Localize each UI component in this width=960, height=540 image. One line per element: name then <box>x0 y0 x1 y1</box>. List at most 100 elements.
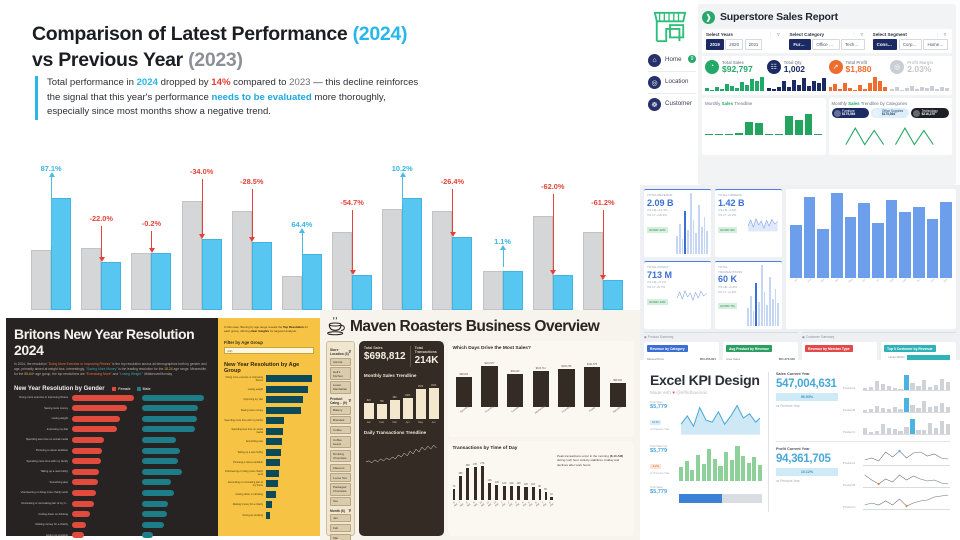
excel-right-column: Sales Current Year 547,004,631 56.53% vs Pr… <box>768 372 951 512</box>
resolution-label: Spending more time with my family <box>26 459 68 463</box>
filter-item-drinking-chocolate[interactable]: Drinking Chocolate <box>330 449 351 462</box>
bar-value-label: 11K <box>531 483 536 487</box>
bar-group: -22.0% <box>78 132 128 310</box>
tod-bar-wrap: 14K <box>488 458 492 500</box>
note-fragment: clear insights <box>250 329 270 334</box>
maven-total-sales-label: Total Sales <box>363 346 383 350</box>
filter-item-lower-manhattan[interactable]: Lower Manhattan <box>330 381 351 394</box>
product-bar <box>904 398 909 412</box>
filter-item-jan[interactable]: Jan <box>330 514 351 523</box>
location-icon: ◎ <box>648 76 661 89</box>
delta-arrow <box>48 172 55 247</box>
filter-item-hell-s-kitchen[interactable]: Hell's Kitchen <box>330 367 351 380</box>
mid-monthly-bars <box>790 193 953 278</box>
spark-bar <box>755 283 758 326</box>
category-pill-technology[interactable]: Technology $216,270 <box>911 108 949 119</box>
bar-group: 64.4% <box>279 132 329 310</box>
mid-kpi-sub1: VS LM -4.6% <box>718 208 737 213</box>
monthly-bar <box>844 216 857 278</box>
kpi-value: 2.03% <box>907 63 932 74</box>
filter-item-astoria[interactable]: Astoria <box>330 357 351 366</box>
filter-funnel-icon[interactable]: ∇ <box>348 398 351 403</box>
resolution-row: Volunteering or doing more charity work <box>14 488 210 499</box>
mid-card-top-5-customer-by-revenue: Top 5 Customer by Revenue Horan WilsonMer… <box>881 342 956 360</box>
spark-bar <box>883 86 888 92</box>
product-bars <box>863 418 951 435</box>
filter-option-2021[interactable]: 2021 <box>744 38 763 50</box>
filter-option-consumer[interactable]: Consumer <box>872 38 898 50</box>
caption-pre: Monthly <box>831 101 849 107</box>
sidebar-item-home[interactable]: ⌂ Home 9 <box>648 52 696 72</box>
mid-spark-bars <box>676 193 709 254</box>
filter-option-technology[interactable]: Technology <box>841 38 865 50</box>
monthly-bar <box>872 222 884 278</box>
product-bar <box>880 383 886 391</box>
kpi-label: Profit Margin <box>907 59 934 65</box>
filter-item-mar[interactable]: Mar <box>330 533 351 540</box>
filter-option-home-of-[interactable]: Home-Of... <box>923 38 948 50</box>
filter-item-packaged-chocolate[interactable]: Packaged Chocolate <box>330 483 351 496</box>
product-line-chart <box>864 474 949 486</box>
filter-option-2019[interactable]: 2019 <box>706 38 724 50</box>
legend-label: Female <box>118 386 131 391</box>
axis-tick: 9 AM <box>472 500 479 508</box>
filter-option-corporate[interactable]: Corporate <box>898 38 922 50</box>
male-bar <box>141 405 198 412</box>
britons-age-filter-select[interactable]: (All) <box>224 346 314 354</box>
filter-item-tea[interactable]: Tea <box>330 497 351 506</box>
filter-item-flavours[interactable]: Flavours <box>330 463 351 472</box>
day-bar-wrap: $100,768 <box>555 355 578 407</box>
product-bar <box>904 374 909 391</box>
age-resolution-label: Decorating or renovating part of my home <box>227 480 263 487</box>
filter-item-loose-tea[interactable]: Loose Tea <box>330 473 351 482</box>
caption-pre: Monthly <box>705 101 722 107</box>
spark-bar <box>734 88 739 92</box>
section-rows: Product A Product B Product C <box>843 447 950 512</box>
day-bar <box>532 370 549 407</box>
filter-item-bakery[interactable]: Bakery <box>330 406 351 415</box>
tod-bar <box>550 497 553 500</box>
filter-options-icon[interactable]: ⋮ ∇ <box>935 32 948 37</box>
filter-item-branded[interactable]: Branded <box>330 416 351 425</box>
category-pill-furniture[interactable]: Furniture $175,564 <box>831 108 870 119</box>
filter-item-feb[interactable]: Feb <box>330 523 351 533</box>
filter-funnel-icon[interactable]: ∇ <box>348 350 351 354</box>
filter-item-coffee-beans[interactable]: Coffee beans <box>330 435 351 449</box>
category-pill-office-supplies[interactable]: Office Supplies $175,564 <box>871 108 910 119</box>
sidebar-item-location[interactable]: ◎ Location <box>648 74 696 94</box>
day-bar-wrap: $100,714 <box>529 355 552 407</box>
filter-item-coffee[interactable]: Coffee <box>330 425 351 435</box>
maven-total-tx-label: Total Transactions <box>414 346 437 354</box>
kpi-header: ◔ Total Sales $92,797 <box>705 60 764 75</box>
sales-bar <box>724 134 733 136</box>
delta-arrow <box>249 189 256 243</box>
analytics-card-row: Revenue by Category Manual Drive $53,456,8… <box>644 342 956 360</box>
tod-bar <box>538 488 541 500</box>
tod-bar-wrap: 7K <box>453 458 455 500</box>
table-row: Area Sales $51,372,640 <box>726 355 795 360</box>
filter-options-icon[interactable]: ⋮ ∇ <box>768 32 782 37</box>
axis-tick: 5 PM <box>528 500 534 508</box>
monthly-bar <box>376 404 387 419</box>
filter-option-office-suppl-[interactable]: Office Suppl... <box>812 38 840 50</box>
spark-bar <box>905 87 910 92</box>
bar-group: -62.0% <box>530 132 580 310</box>
sidebar-item-customer[interactable]: ☸ Customer <box>648 96 696 116</box>
age-resolution-row: Something else <box>224 437 314 448</box>
filter-funnel-icon[interactable]: ∇ <box>348 508 351 513</box>
tod-bar-wrap: 12K <box>509 458 514 500</box>
axis-tick: 4 PM <box>521 500 527 508</box>
spark-bar <box>843 82 848 92</box>
bar-group: -54.7% <box>329 132 379 310</box>
bar-value-label: $100,768 <box>561 364 572 368</box>
female-bar <box>72 532 85 539</box>
tod-bar-wrap: 12K <box>517 458 521 500</box>
filter-option-2020[interactable]: 2020 <box>725 38 744 50</box>
filter-option-furniture[interactable]: Furniture <box>789 38 811 50</box>
subtitle-fragment: and <box>111 372 120 377</box>
filter-options-icon[interactable]: ⋮ ∇ <box>852 32 865 37</box>
maven-body: Store Location (3) ∇ Astoria Hell's Kitchen… <box>326 341 634 540</box>
monthly-bar <box>817 228 830 278</box>
mini-bar <box>757 465 763 481</box>
delta-label: -62.0% <box>541 182 565 192</box>
